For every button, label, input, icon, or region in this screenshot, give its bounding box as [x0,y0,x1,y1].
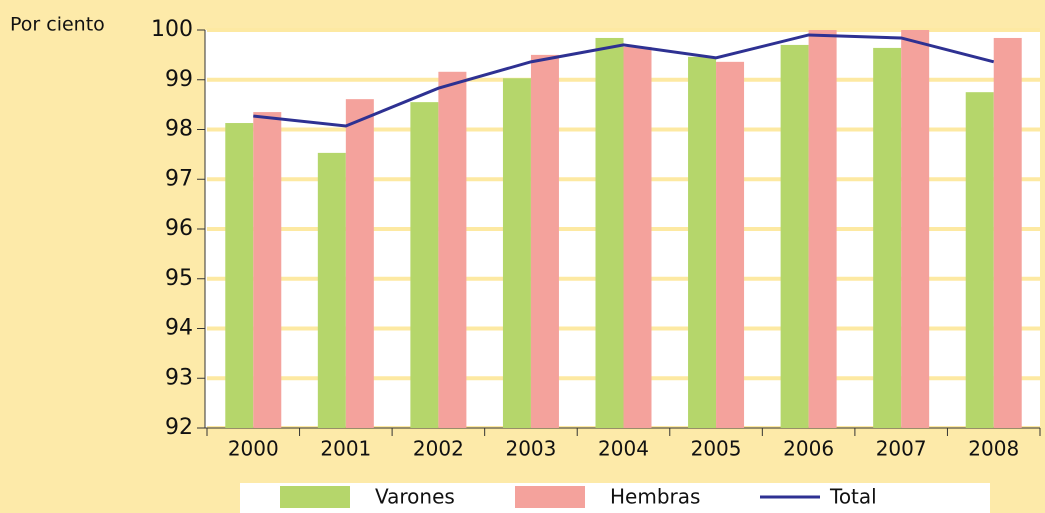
legend-label: Hembras [610,485,700,509]
bar [502,78,531,428]
y-tick-label: 94 [165,316,193,341]
bar [225,123,254,428]
legend-swatch [515,486,585,508]
legend-label: Total [829,485,877,509]
bar [595,37,624,429]
bar [317,152,346,428]
y-tick-label: 96 [165,216,193,241]
y-tick-label: 92 [165,415,193,440]
bar [438,71,467,428]
bar [410,102,439,428]
bar [688,56,717,429]
x-tick-label: 2004 [598,437,649,461]
legend [240,483,990,513]
y-axis-label: Por ciento [10,14,105,36]
x-tick-label: 2008 [968,437,1019,461]
legend-label: Varones [375,485,455,509]
legend-swatch [280,486,350,508]
bar [808,30,837,428]
y-tick-label: 93 [165,365,193,390]
y-tick-label: 95 [165,266,193,291]
bar [345,99,374,428]
x-tick-label: 2000 [228,437,279,461]
y-tick-label: 97 [165,166,193,191]
bar [901,30,930,428]
bar [530,54,559,428]
bar [716,61,745,429]
x-tick-label: 2001 [320,437,371,461]
bar [253,112,282,429]
line [253,33,995,128]
bar [993,37,1022,429]
x-tick-label: 2006 [783,437,834,461]
y-tick-label: 98 [165,117,193,142]
y-tick-label: 100 [151,17,193,42]
x-tick-label: 2003 [505,437,556,461]
x-tick-label: 2005 [691,437,742,461]
x-tick-label: 2002 [413,437,464,461]
x-tick-label: 2007 [876,437,927,461]
y-tick-label: 99 [165,67,193,92]
bar [623,46,652,428]
bar [780,44,809,429]
bar [873,47,902,428]
bar [965,92,994,428]
